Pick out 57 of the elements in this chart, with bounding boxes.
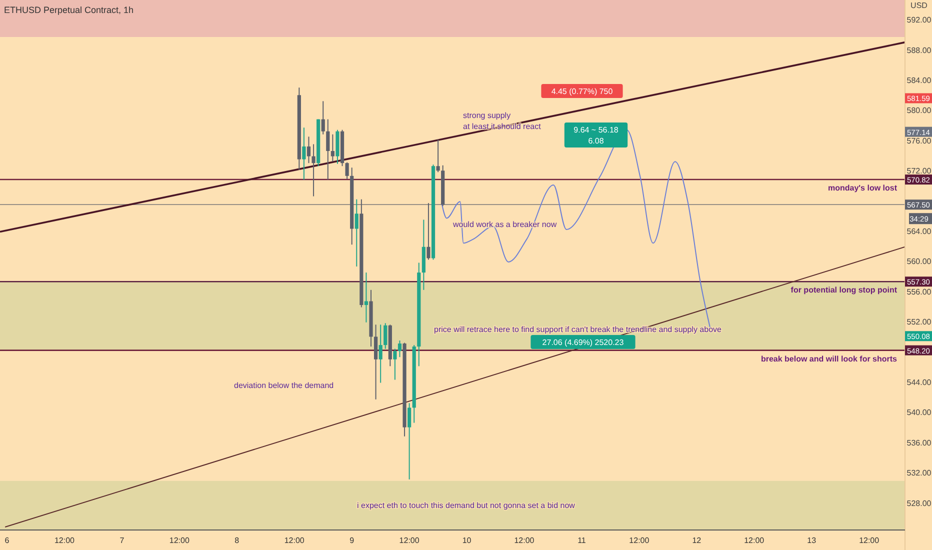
y-tick-label: 552.00 <box>906 318 932 327</box>
y-tick-label: 564.00 <box>906 227 932 236</box>
candlestick <box>374 324 378 400</box>
x-tick-label: 12:00 <box>399 536 420 545</box>
x-tick-label: 11 <box>578 536 586 545</box>
candlestick <box>398 340 402 358</box>
candlestick <box>306 136 311 164</box>
y-tick-label: 556.00 <box>906 287 932 296</box>
y-tick-label: 536.00 <box>906 438 932 448</box>
ref-line-label: break below and will look for shorts <box>760 354 898 364</box>
candlestick <box>378 324 382 384</box>
candlestick <box>326 118 330 180</box>
x-tick-label: 10 <box>462 536 472 545</box>
y-tick-label: 592.00 <box>906 16 932 25</box>
x-tick-label: 6 <box>4 536 10 545</box>
y-tick-label: 540.00 <box>906 408 932 418</box>
x-tick-label: 12:00 <box>514 536 535 545</box>
candlestick <box>384 322 388 350</box>
y-tick-label: 576.00 <box>906 136 932 146</box>
candlestick <box>321 100 325 135</box>
candlestick <box>302 127 306 180</box>
y-tick-label: 584.00 <box>906 76 932 86</box>
y-tick-label: 560.00 <box>906 257 932 266</box>
text: ETHUSD Perpetual Contract, 1h <box>4 5 134 15</box>
candlestick <box>408 402 412 480</box>
x-tick-label: 12 <box>692 536 702 545</box>
y-tick-label: 544.00 <box>906 378 932 388</box>
x-tick-label: 9 <box>350 536 355 545</box>
annotation: i expect eth to touch this demand but not gonna set a bid now <box>357 501 576 510</box>
candlestick <box>364 272 368 323</box>
x-tick-label: 8 <box>234 536 240 545</box>
annotation: deviation below the demand <box>234 381 334 390</box>
y-tick-label: 588.00 <box>906 46 932 55</box>
x-tick-label: 12:00 <box>859 536 880 545</box>
x-tick-label: 13 <box>807 536 817 545</box>
y-axis-title: USD <box>910 1 928 10</box>
candlestick <box>312 144 316 197</box>
x-tick-label: 12:00 <box>169 536 190 545</box>
y-tick-label: 580.00 <box>906 106 932 116</box>
y-tick-label: 528.00 <box>906 498 932 508</box>
annotation: 9.64 ~ 56.18 6.08 <box>574 126 619 146</box>
annotation: 4.45 (0.77%) 750 <box>551 87 614 96</box>
annotation: 27.06 (4.69%) 2520.23 <box>542 338 624 347</box>
x-tick-label: 12:00 <box>629 536 650 545</box>
candlestick <box>330 134 334 162</box>
y-tick-label: 572.00 <box>906 166 932 176</box>
candlestick <box>436 139 440 173</box>
candlestick <box>345 162 349 180</box>
candlestick <box>393 348 397 380</box>
x-tick-label: 12:00 <box>54 536 76 545</box>
ref-line-label: monday's low lost <box>828 184 898 193</box>
y-tick-label: 532.00 <box>906 468 932 478</box>
x-tick-label: 7 <box>120 536 125 545</box>
x-tick-label: 12:00 <box>284 536 305 545</box>
candlestick <box>354 198 358 268</box>
ref-line-label: for potential long stop point <box>790 286 898 295</box>
x-tick-label: 12:00 <box>744 536 765 545</box>
